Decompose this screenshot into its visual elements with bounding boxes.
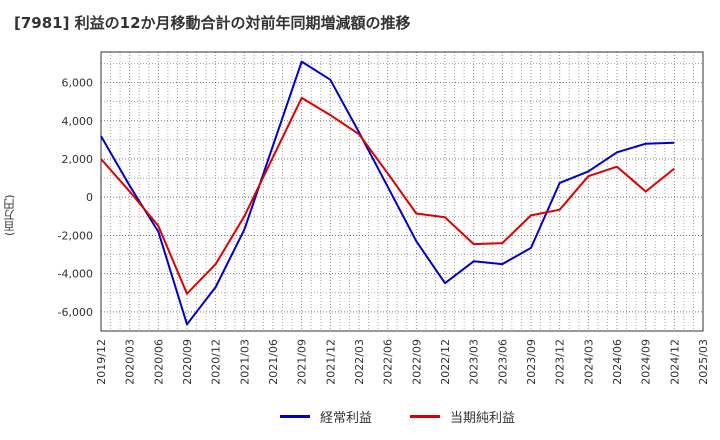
x-tick-label: 2024/03	[582, 339, 595, 385]
x-tick-label: 2023/12	[554, 339, 567, 385]
x-tick-label: 2020/12	[210, 339, 223, 385]
y-tick-label: 4,000	[62, 115, 94, 128]
y-tick-label: 0	[86, 191, 93, 204]
x-tick-label: 2022/09	[410, 339, 423, 385]
x-tick-label: 2022/03	[353, 339, 366, 385]
x-tick-label: 2022/06	[382, 339, 395, 385]
y-tick-label: 6,000	[62, 77, 94, 90]
plot-frame	[100, 51, 704, 332]
legend-swatch-junri	[410, 415, 440, 418]
x-tick-label: 2021/12	[324, 339, 337, 385]
plot-area	[101, 52, 703, 331]
x-tick-label: 2025/03	[697, 339, 710, 385]
legend-label-junri: 当期純利益	[450, 411, 516, 426]
legend-swatch-keijo	[280, 415, 310, 418]
x-tick-label: 2020/09	[181, 339, 194, 385]
x-tick-label: 2020/03	[124, 339, 137, 385]
x-tick-label: 2023/03	[468, 339, 481, 385]
x-tick-label: 2020/06	[152, 339, 165, 385]
x-tick-label: 2024/06	[611, 339, 624, 385]
y-tick-label: 2,000	[62, 153, 94, 166]
x-tick-label: 2023/09	[525, 339, 538, 385]
x-tick-label: 2024/09	[640, 339, 653, 385]
y-tick-label: -4,000	[58, 268, 93, 281]
x-tick-label: 2019/12	[95, 339, 108, 385]
x-tick-label: 2022/12	[439, 339, 452, 385]
y-tick-label: -2,000	[58, 229, 93, 242]
x-tick-label: 2021/03	[238, 339, 251, 385]
legend-label-keijo: 経常利益	[320, 411, 373, 426]
chart-title: [7981] 利益の12か月移動合計の対前年同期増減額の推移	[14, 14, 411, 32]
x-tick-label: 2021/06	[267, 339, 280, 385]
y-tick-label: -6,000	[58, 306, 93, 319]
x-tick-label: 2021/09	[296, 339, 309, 385]
legend: 経常利益 当期純利益	[0, 404, 720, 428]
x-tick-label: 2023/06	[496, 339, 509, 385]
x-tick-label: 2024/12	[668, 339, 681, 385]
